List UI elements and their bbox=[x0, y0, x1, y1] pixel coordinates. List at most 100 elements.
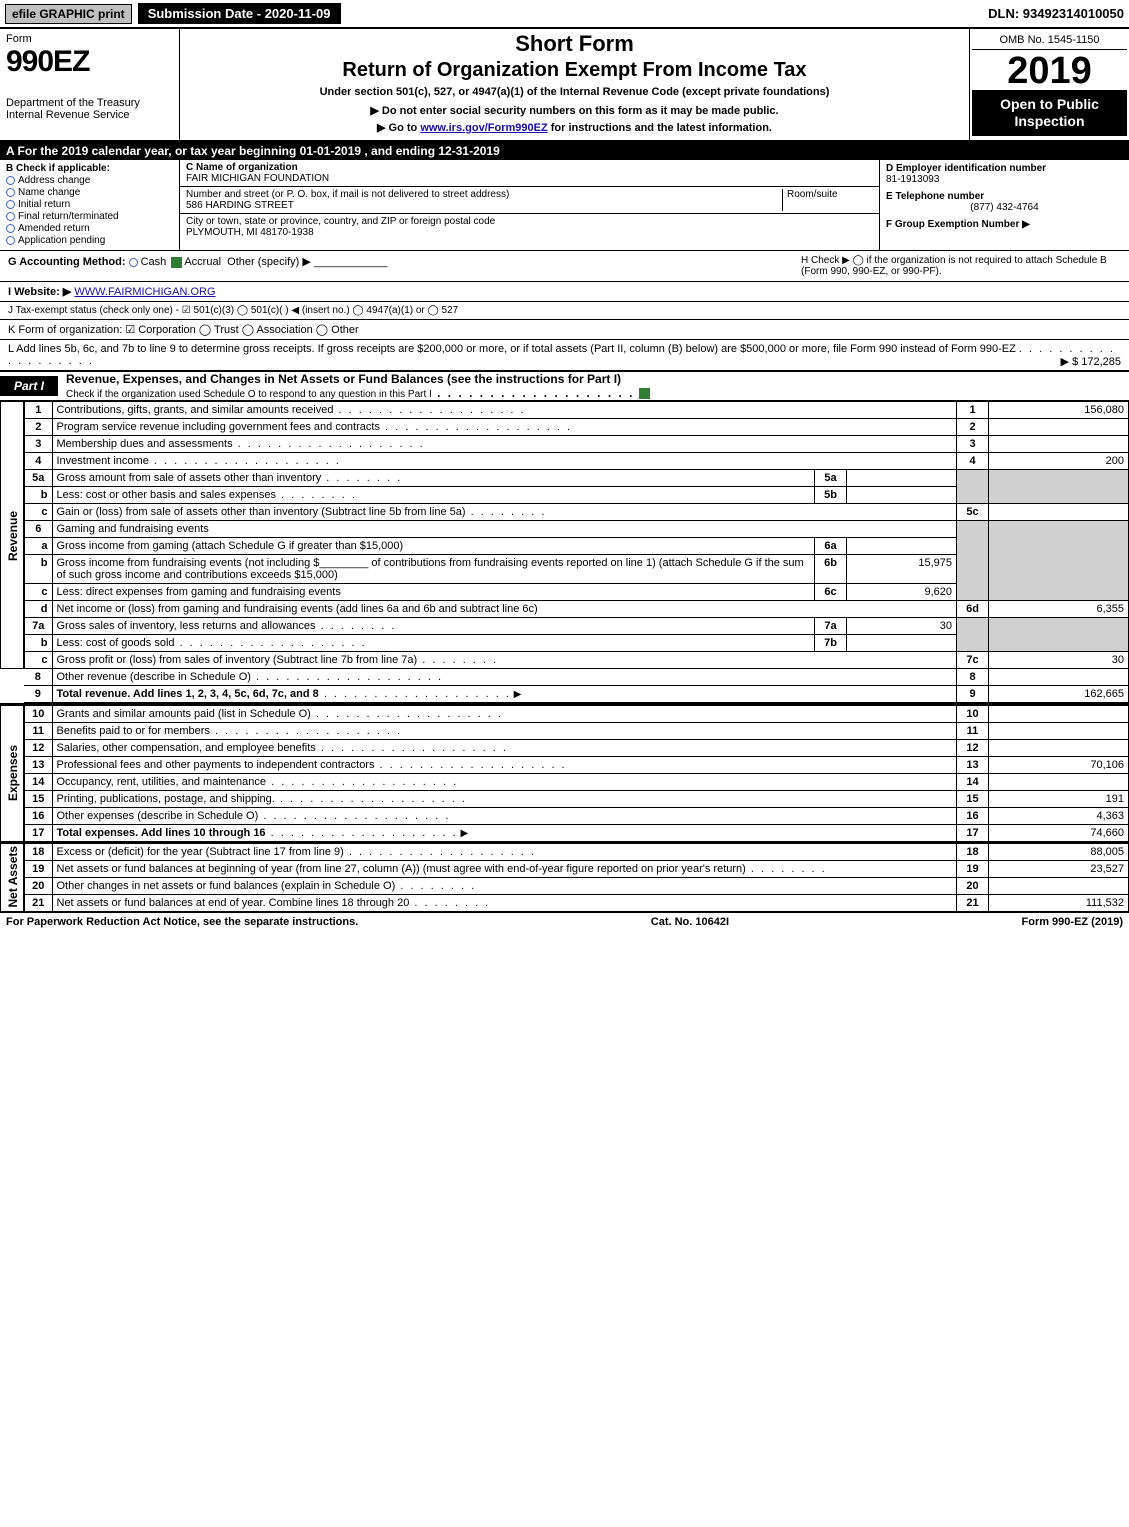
ln-14-val bbox=[989, 774, 1129, 791]
header-middle: Short Form Return of Organization Exempt… bbox=[180, 29, 969, 140]
ln-1-no: 1 bbox=[24, 402, 52, 419]
chk-initial-return[interactable]: Initial return bbox=[6, 199, 173, 210]
h-text: H Check ▶ ◯ if the organization is not r… bbox=[801, 255, 1121, 277]
part1-box: Part I bbox=[0, 376, 58, 396]
row-l: L Add lines 5b, 6c, and 7b to line 9 to … bbox=[0, 340, 1129, 370]
form-header: Form 990EZ Department of the Treasury In… bbox=[0, 29, 1129, 142]
ln-5c-val bbox=[989, 504, 1129, 521]
ln-18-desc: Excess or (deficit) for the year (Subtra… bbox=[57, 846, 344, 858]
ln-20-desc: Other changes in net assets or fund bala… bbox=[57, 880, 396, 892]
ln-18-val: 88,005 bbox=[989, 843, 1129, 861]
ln-11-val bbox=[989, 723, 1129, 740]
ln-1-val: 156,080 bbox=[989, 402, 1129, 419]
room-suite-label: Room/suite bbox=[783, 189, 873, 211]
ln-15-desc: Printing, publications, postage, and shi… bbox=[57, 793, 275, 805]
ln-13-desc: Professional fees and other payments to … bbox=[57, 759, 375, 771]
submission-date: Submission Date - 2020-11-09 bbox=[138, 3, 341, 24]
top-bar: efile GRAPHIC print Submission Date - 20… bbox=[0, 0, 1129, 29]
ln-21-desc: Net assets or fund balances at end of ye… bbox=[57, 897, 410, 909]
section-def: D Employer identification number81-19130… bbox=[879, 160, 1129, 250]
footer-right: Form 990-EZ (2019) bbox=[1022, 916, 1123, 928]
ln-19-desc: Net assets or fund balances at beginning… bbox=[57, 863, 746, 875]
ln-3-desc: Membership dues and assessments bbox=[57, 438, 233, 450]
efile-print-button[interactable]: efile GRAPHIC print bbox=[5, 4, 132, 24]
ssn-notice: Do not enter social security numbers on … bbox=[184, 104, 965, 117]
l-amount: ▶ $ 172,285 bbox=[1061, 355, 1121, 368]
dln-number: DLN: 93492314010050 bbox=[988, 6, 1124, 21]
ln-8-desc: Other revenue (describe in Schedule O) bbox=[57, 671, 251, 683]
ln-7c-val: 30 bbox=[989, 652, 1129, 669]
expenses-table: Expenses 10Grants and similar amounts pa… bbox=[0, 703, 1129, 842]
ln-6b-desc: Gross income from fundraising events (no… bbox=[57, 557, 804, 581]
website-link[interactable]: WWW.FAIRMICHIGAN.ORG bbox=[74, 286, 215, 298]
ln-6a-desc: Gross income from gaming (attach Schedul… bbox=[57, 540, 404, 552]
irs-link[interactable]: www.irs.gov/Form990EZ bbox=[420, 122, 547, 134]
ln-17-desc: Total expenses. Add lines 10 through 16 bbox=[57, 827, 266, 839]
b-label: B Check if applicable: bbox=[6, 163, 173, 174]
page-footer: For Paperwork Reduction Act Notice, see … bbox=[0, 912, 1129, 931]
city-state-zip: PLYMOUTH, MI 48170-1938 bbox=[186, 227, 314, 238]
ln-16-val: 4,363 bbox=[989, 808, 1129, 825]
ln-5c-desc: Gain or (loss) from sale of assets other… bbox=[57, 506, 466, 518]
row-j: J Tax-exempt status (check only one) - ☑… bbox=[0, 302, 1129, 320]
ln-8-val bbox=[989, 669, 1129, 686]
tax-year: 2019 bbox=[972, 50, 1127, 90]
i-label: I Website: ▶ bbox=[8, 286, 71, 298]
ln-9-desc: Total revenue. Add lines 1, 2, 3, 4, 5c,… bbox=[57, 688, 319, 700]
ln-6-desc: Gaming and fundraising events bbox=[52, 521, 957, 538]
row-k: K Form of organization: ☑ Corporation ◯ … bbox=[0, 320, 1129, 340]
notice2-pre: Go to bbox=[389, 122, 421, 134]
ln-7b-desc: Less: cost of goods sold bbox=[57, 637, 175, 649]
part1-header: Part I Revenue, Expenses, and Changes in… bbox=[0, 370, 1129, 401]
accrual-checkbox[interactable] bbox=[171, 257, 182, 268]
telephone: (877) 432-4764 bbox=[886, 202, 1123, 213]
netassets-side-label: Net Assets bbox=[1, 843, 25, 912]
ln-20-val bbox=[989, 878, 1129, 895]
ln-4-val: 200 bbox=[989, 453, 1129, 470]
netassets-table: Net Assets 18Excess or (deficit) for the… bbox=[0, 842, 1129, 912]
ln-2-val bbox=[989, 419, 1129, 436]
ln-5b-mini bbox=[847, 487, 957, 504]
footer-mid: Cat. No. 10642I bbox=[651, 916, 729, 928]
ln-2-desc: Program service revenue including govern… bbox=[57, 421, 380, 433]
ln-15-val: 191 bbox=[989, 791, 1129, 808]
ln-13-val: 70,106 bbox=[989, 757, 1129, 774]
open-inspection: Open to Public Inspection bbox=[972, 90, 1127, 136]
ln-17-val: 74,660 bbox=[989, 825, 1129, 842]
chk-final-return[interactable]: Final return/terminated bbox=[6, 211, 173, 222]
cash-radio[interactable] bbox=[129, 258, 138, 267]
ln-7b-mini bbox=[847, 635, 957, 652]
ln-16-desc: Other expenses (describe in Schedule O) bbox=[57, 810, 259, 822]
header-right: OMB No. 1545-1150 2019 Open to Public In… bbox=[969, 29, 1129, 140]
irs-label: Internal Revenue Service bbox=[6, 109, 173, 121]
ln-6d-val: 6,355 bbox=[989, 601, 1129, 618]
c-name-label: C Name of organization bbox=[186, 162, 298, 173]
goto-notice: Go to www.irs.gov/Form990EZ for instruct… bbox=[184, 121, 965, 134]
ln-4-desc: Investment income bbox=[57, 455, 149, 467]
revenue-table: Revenue 1 Contributions, gifts, grants, … bbox=[0, 401, 1129, 703]
ln-19-val: 23,527 bbox=[989, 861, 1129, 878]
ln-3-val bbox=[989, 436, 1129, 453]
org-name: FAIR MICHIGAN FOUNDATION bbox=[186, 173, 329, 184]
chk-amended-return[interactable]: Amended return bbox=[6, 223, 173, 234]
ln-11-desc: Benefits paid to or for members bbox=[57, 725, 210, 737]
ln-5a-mini bbox=[847, 470, 957, 487]
chk-address-change[interactable]: Address change bbox=[6, 175, 173, 186]
form-number: 990EZ bbox=[6, 45, 173, 79]
part1-title: Revenue, Expenses, and Changes in Net As… bbox=[58, 372, 1129, 400]
ln-10-desc: Grants and similar amounts paid (list in… bbox=[57, 708, 311, 720]
schedule-o-checkbox[interactable] bbox=[639, 388, 650, 399]
ln-6d-desc: Net income or (loss) from gaming and fun… bbox=[57, 603, 538, 615]
other-label: Other (specify) ▶ bbox=[227, 256, 311, 268]
chk-application-pending[interactable]: Application pending bbox=[6, 235, 173, 246]
dept-treasury: Department of the Treasury bbox=[6, 97, 173, 109]
accrual-label: Accrual bbox=[184, 256, 221, 268]
ln-12-val bbox=[989, 740, 1129, 757]
tax-year-line: A For the 2019 calendar year, or tax yea… bbox=[0, 142, 1129, 160]
chk-name-change[interactable]: Name change bbox=[6, 187, 173, 198]
part1-sub: Check if the organization used Schedule … bbox=[66, 389, 432, 400]
ln-9-val: 162,665 bbox=[989, 686, 1129, 703]
e-tel-label: E Telephone number bbox=[886, 191, 984, 202]
ln-6c-desc: Less: direct expenses from gaming and fu… bbox=[57, 586, 341, 598]
f-group-label: F Group Exemption Number ▶ bbox=[886, 219, 1030, 230]
